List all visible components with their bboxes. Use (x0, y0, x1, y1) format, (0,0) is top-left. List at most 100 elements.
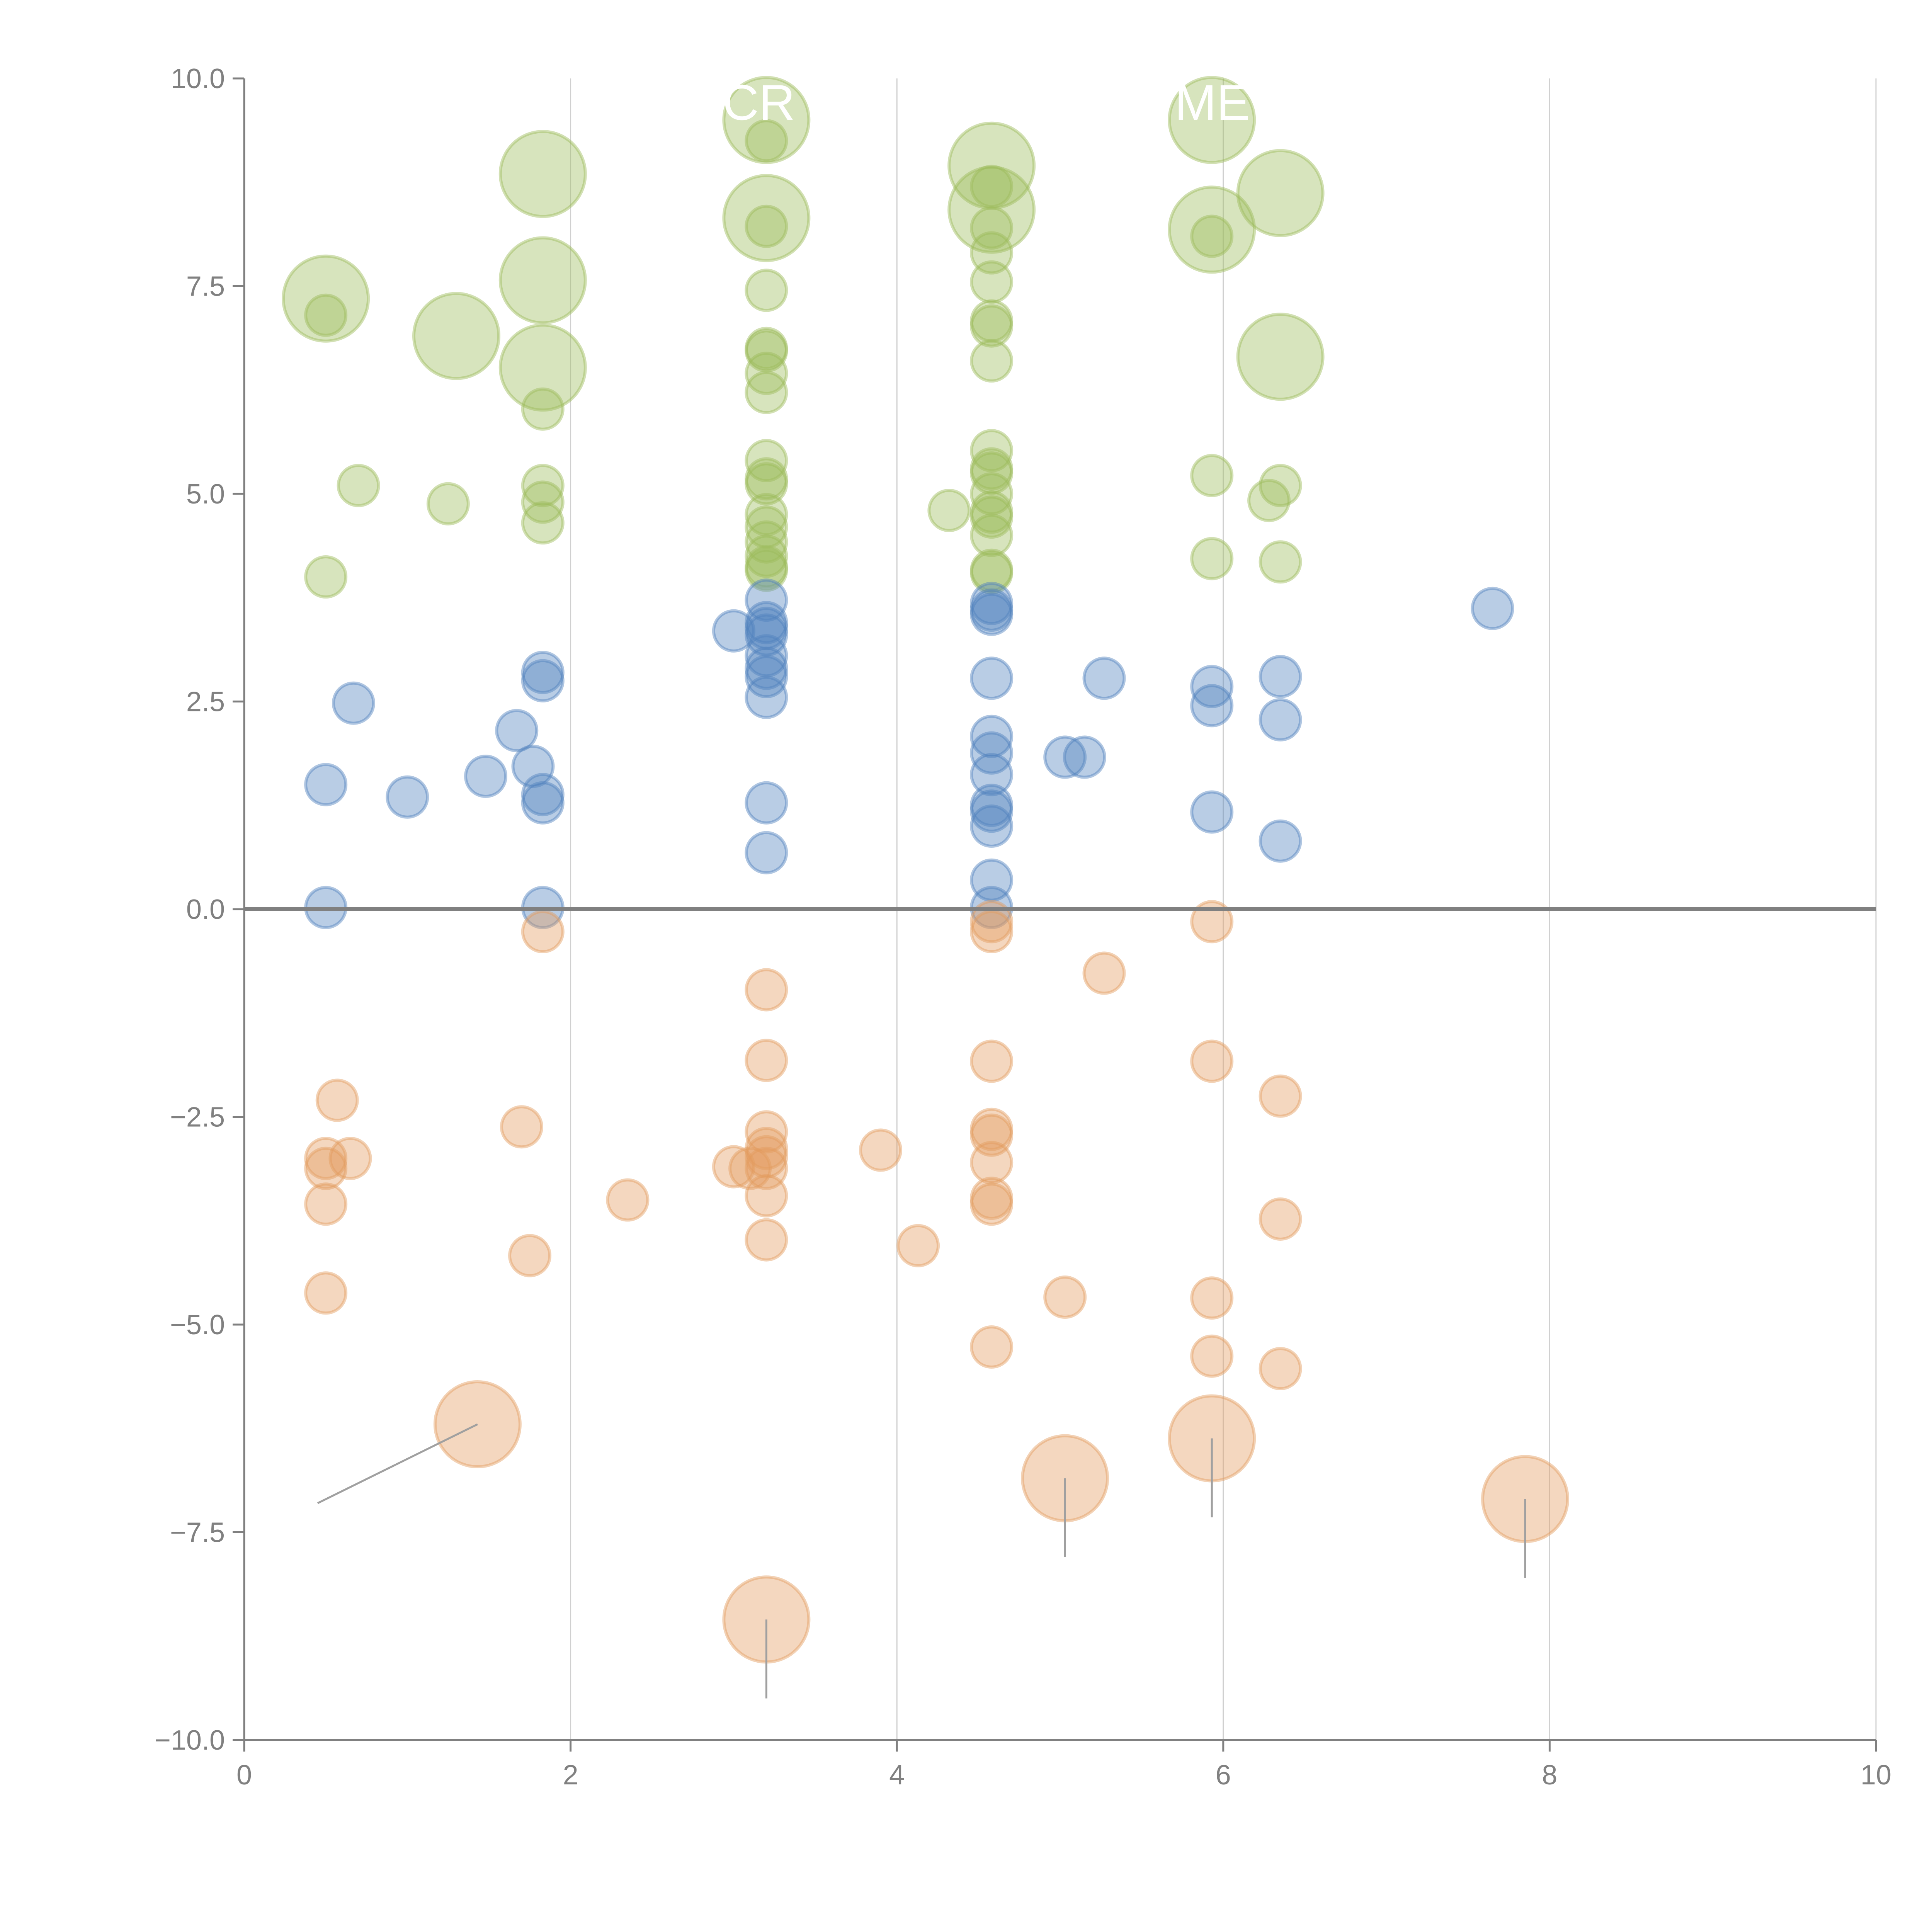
green-point (722, 76, 811, 164)
x-tick-label: 2 (563, 1760, 578, 1791)
green-point (947, 121, 1036, 210)
blue-point (970, 656, 1014, 700)
annotation-me: ME (1175, 74, 1250, 131)
green-point (947, 165, 1036, 254)
blue-point (745, 781, 788, 825)
orange-point (970, 1107, 1014, 1151)
orange-point (1190, 1039, 1234, 1083)
orange-point (1259, 1197, 1302, 1241)
orange-point (970, 1039, 1014, 1083)
green-point (970, 451, 1014, 495)
y-tick-label: −5.0 (170, 1310, 225, 1340)
leader-lines (317, 1423, 1526, 1699)
green-point (745, 439, 788, 482)
green-point (1190, 454, 1234, 497)
orange-point (745, 1218, 788, 1262)
green-point (1190, 214, 1234, 258)
green-point (745, 119, 788, 163)
green-point (745, 520, 788, 564)
blue-point (511, 745, 555, 788)
blue-point (1190, 665, 1234, 708)
blue-point (1043, 735, 1087, 779)
blue-point (745, 831, 788, 874)
y-tick-label: −7.5 (170, 1517, 225, 1548)
orange-point (745, 1174, 788, 1218)
green-point (282, 254, 370, 343)
x-tick-label: 8 (1542, 1760, 1557, 1791)
green-point (745, 204, 788, 248)
orange-point (745, 968, 788, 1012)
blue-point (970, 753, 1014, 796)
green-point (745, 462, 788, 506)
green-point (304, 555, 348, 599)
blue-point (712, 609, 755, 653)
green-point (970, 260, 1014, 304)
green-point (745, 548, 788, 592)
blue-point (1082, 656, 1126, 700)
orange-point (970, 1325, 1014, 1369)
x-tick-label: 10 (1861, 1760, 1891, 1791)
blue-point (1259, 698, 1302, 742)
blue-point (745, 655, 788, 698)
blue-point (745, 613, 788, 657)
green-point (745, 457, 788, 501)
x-tick-label: 4 (889, 1760, 905, 1791)
green-point (498, 236, 587, 325)
blue-point (970, 714, 1014, 758)
y-tick-label: 0.0 (186, 894, 225, 925)
green-point (521, 501, 565, 545)
green-point (970, 548, 1014, 592)
green-point (1247, 479, 1291, 522)
x-tick-label: 6 (1216, 1760, 1231, 1791)
orange-point (745, 1127, 788, 1170)
blue-point (332, 681, 375, 725)
green-point (426, 482, 470, 526)
orange-point (859, 1128, 902, 1172)
orange-point (970, 900, 1014, 944)
green-point (1259, 464, 1302, 507)
orange-point (712, 1145, 755, 1189)
blue-point (745, 675, 788, 719)
green-point (970, 495, 1014, 539)
orange-point (304, 1271, 348, 1315)
orange-point (521, 910, 565, 954)
green-point (745, 493, 788, 536)
green-point (745, 269, 788, 312)
orange-point (970, 910, 1014, 954)
green-point (1236, 149, 1325, 237)
y-tick-label: 5.0 (186, 479, 225, 510)
green-point (1259, 540, 1302, 584)
blue-point (745, 578, 788, 622)
orange-point (1190, 1334, 1234, 1378)
blue-point (1190, 790, 1234, 834)
green-point (521, 480, 565, 524)
blue-point (970, 784, 1014, 827)
y-tick-label: −10.0 (155, 1725, 225, 1756)
green-point (970, 339, 1014, 383)
green-point (1168, 185, 1256, 274)
blue-point (970, 588, 1014, 632)
orange-point (970, 1177, 1014, 1220)
blue-point (1259, 819, 1302, 863)
green-point (722, 174, 811, 262)
orange-point (1082, 951, 1126, 995)
green-point (745, 371, 788, 414)
orange-point (328, 1137, 372, 1180)
green-point (970, 231, 1014, 275)
blue-point (970, 731, 1014, 775)
orange-point (745, 1110, 788, 1154)
green-point (970, 514, 1014, 557)
orange-point (508, 1234, 552, 1277)
green-point (970, 429, 1014, 473)
green-point (970, 490, 1014, 534)
blue-point (521, 781, 565, 825)
y-tick-label: 2.5 (186, 687, 225, 718)
orange-point (896, 1224, 940, 1267)
green-point (304, 293, 348, 337)
annotation-cr: CR (723, 74, 795, 131)
blue-point (745, 646, 788, 690)
orange-point (315, 1078, 359, 1122)
blue-point (521, 651, 565, 694)
blue-point (970, 789, 1014, 833)
